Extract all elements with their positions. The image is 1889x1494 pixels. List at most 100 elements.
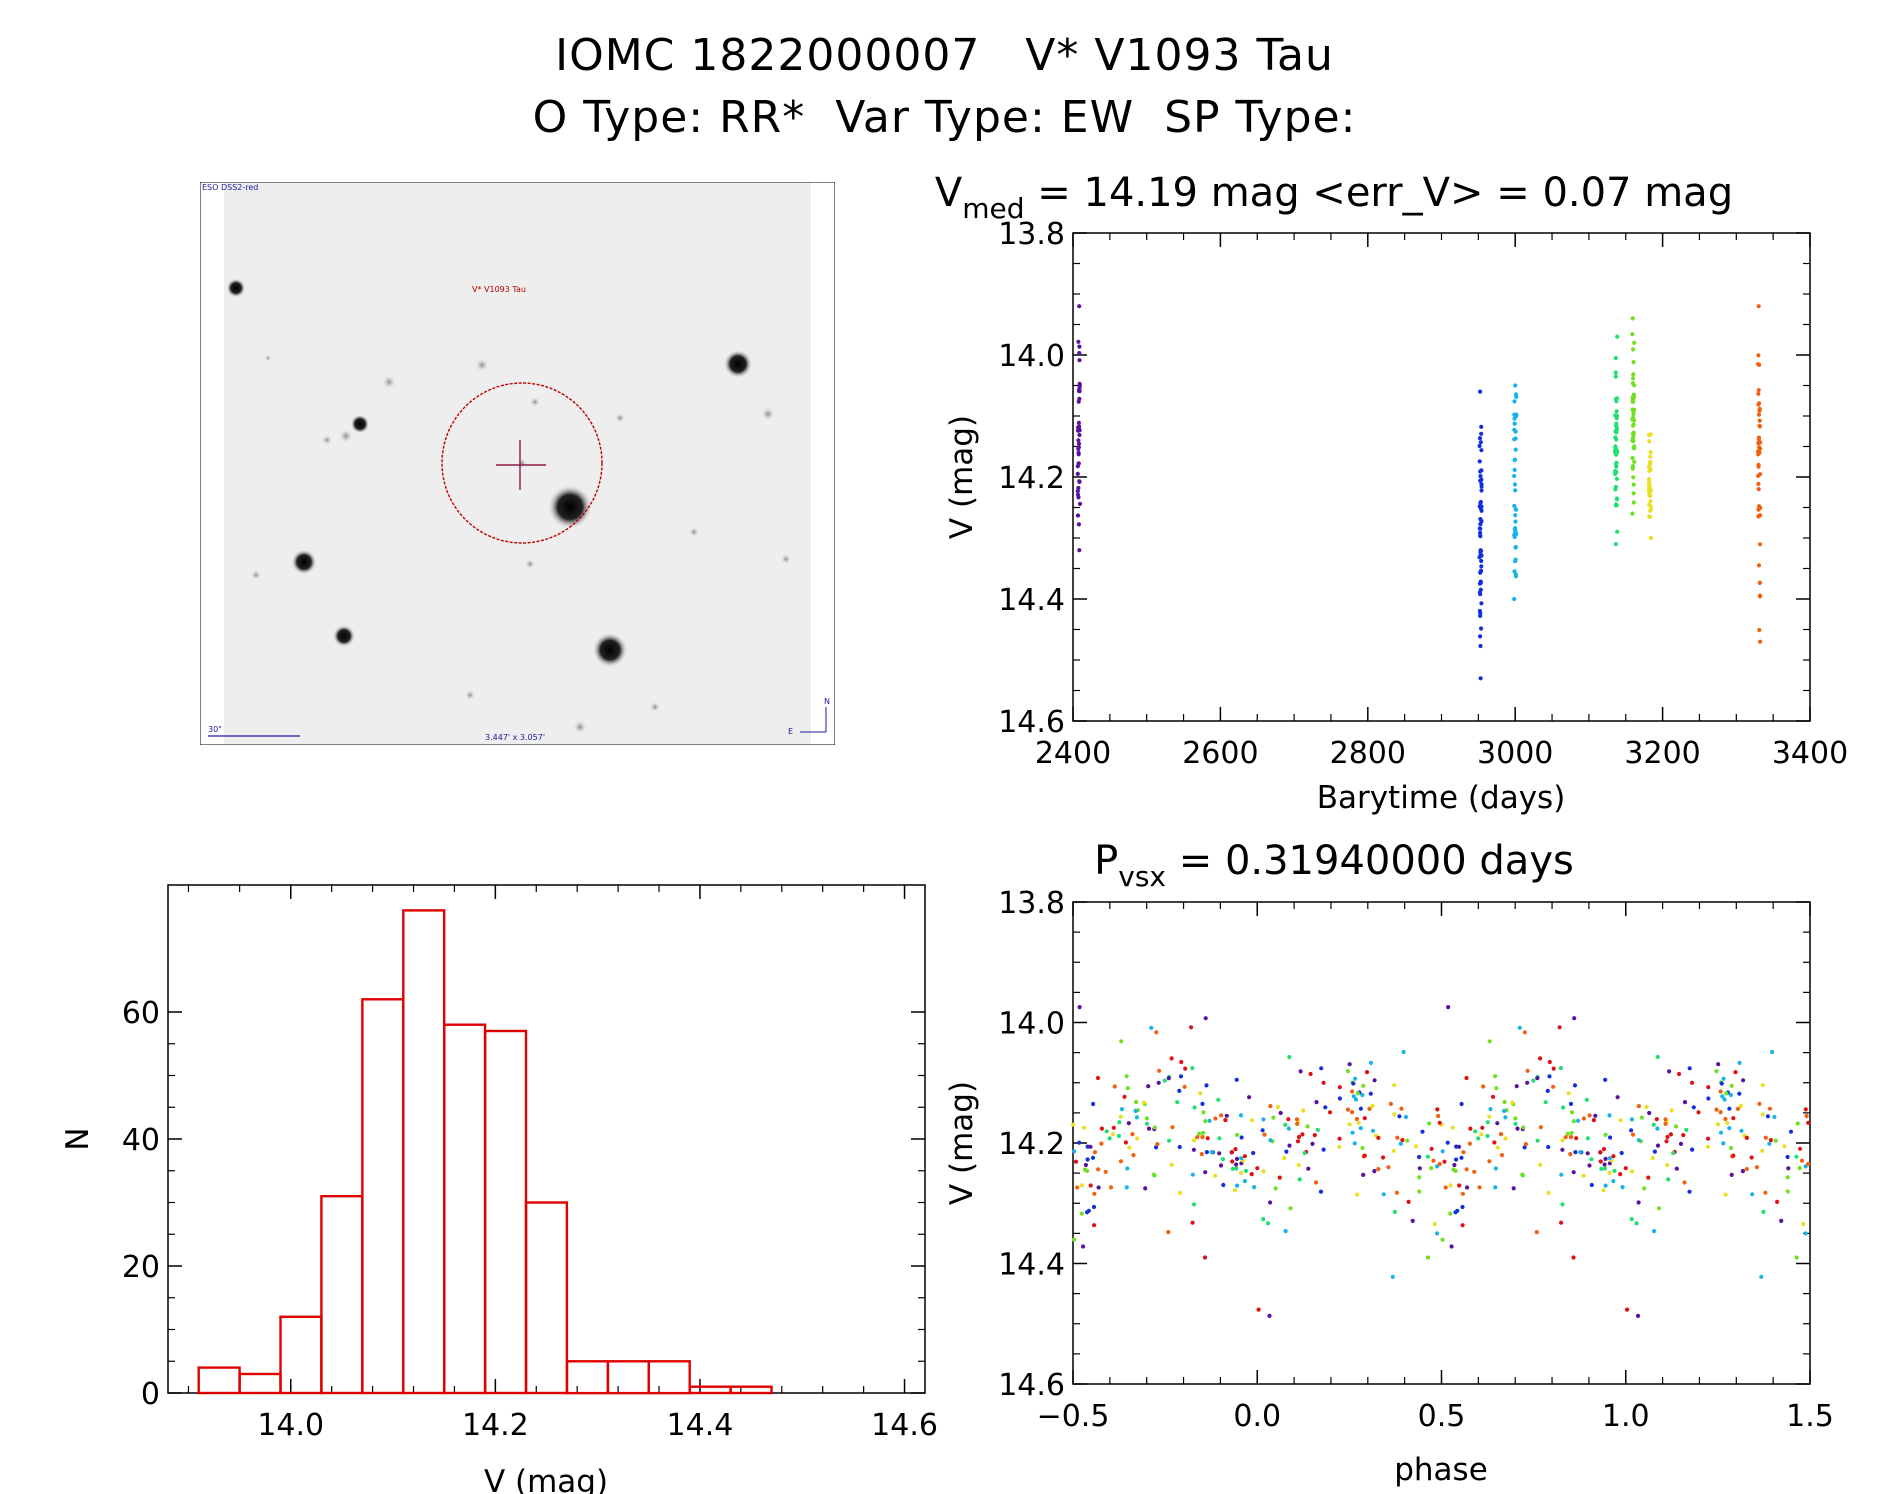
phased-curve-point (1255, 1166, 1260, 1171)
survey-label: ESO DSS2-red (202, 183, 258, 192)
y-tick-label: 14.4 (998, 1248, 1065, 1283)
light-curve-point (1613, 450, 1618, 455)
phased-curve-point (1559, 1172, 1564, 1177)
light-curve-point (1512, 527, 1517, 532)
phased-curve-point (1085, 1157, 1090, 1162)
phased-curve-point (1459, 1101, 1464, 1107)
x-tick-label: 3400 (1772, 736, 1848, 771)
sky-star (226, 278, 246, 298)
phased-curve-point (1560, 1202, 1565, 1207)
phased-curve-panel: Pvsx = 0.31940000 days −0.5 0.0 0.5 1.0 1.5 1… (944, 838, 1834, 1488)
phased-curve-point (1152, 1125, 1157, 1130)
phased-curve-point (1682, 1180, 1687, 1185)
phased-curve-point (1079, 1211, 1084, 1216)
light-curve-point (1630, 417, 1635, 422)
light-curve-point (1614, 502, 1619, 507)
phased-curve-point (1201, 1110, 1206, 1115)
light-curve-point (1614, 423, 1619, 428)
phased-curve-point (1684, 1127, 1689, 1132)
phased-curve-point (1647, 1110, 1652, 1116)
phased-curve-point (1268, 1138, 1273, 1143)
phased-curve-point (1803, 1231, 1808, 1236)
light-curve-point (1614, 497, 1620, 502)
light-curve-point (1757, 580, 1763, 585)
light-curve-title-subscript: med (962, 192, 1024, 225)
phased-curve-point (1166, 1230, 1171, 1235)
phased-curve-point (1406, 1199, 1411, 1204)
phased-curve-point (1750, 1192, 1755, 1197)
phased-curve-point (1705, 1144, 1710, 1149)
phased-curve-point (1625, 1307, 1630, 1312)
sky-star (264, 354, 272, 362)
phased-curve-point (1152, 1173, 1157, 1178)
light-curve-point (1630, 407, 1635, 412)
phased-curve-point (1560, 1138, 1565, 1143)
phased-curve-point (1191, 1202, 1197, 1207)
phased-curve-point (1772, 1114, 1777, 1120)
histogram-bar (238, 1372, 282, 1395)
phased-curve-point (1178, 1074, 1184, 1079)
phased-curve-point (1773, 1138, 1778, 1143)
light-curve-point (1630, 415, 1636, 420)
phased-curve-point (1490, 1094, 1496, 1099)
phased-curve-point (1543, 1100, 1548, 1105)
light-curve-point (1075, 492, 1081, 497)
light-curve-point (1631, 392, 1636, 397)
light-curve-point (1756, 464, 1761, 469)
light-curve-point (1479, 488, 1484, 493)
phased-curve-point (1598, 1159, 1603, 1164)
phased-curve-point (1535, 1138, 1540, 1143)
light-curve-point (1513, 488, 1518, 493)
light-curve-point (1631, 432, 1636, 437)
light-curve-point (1631, 500, 1636, 505)
phased-curve-point (1495, 1145, 1500, 1150)
phased-curve-point (1520, 1173, 1525, 1178)
phased-curve-ticks: −0.5 0.0 0.5 1.0 1.5 13.8 14.0 14.2 14.4 14.6 (998, 886, 1834, 1434)
phased-curve-point (1104, 1129, 1109, 1134)
light-curve-point (1513, 507, 1518, 512)
light-curve-point (1613, 370, 1618, 375)
phased-curve-point (1239, 1156, 1244, 1161)
light-curve-point (1631, 372, 1636, 377)
phased-curve-point (1261, 1169, 1266, 1174)
phased-curve-point (1310, 1141, 1315, 1146)
target-star (517, 458, 527, 468)
light-curve-point (1630, 431, 1635, 437)
light-curve-point (1648, 489, 1653, 494)
light-curve-point (1647, 439, 1652, 444)
phased-curve-point (1088, 1144, 1093, 1149)
phased-curve-point (1166, 1076, 1171, 1081)
phased-curve-point (1296, 1119, 1301, 1124)
phased-curve-point (1170, 1125, 1175, 1130)
light-curve-point (1757, 424, 1763, 429)
light-curve-point (1477, 590, 1482, 595)
light-curve-point (1646, 464, 1652, 469)
phased-curve-point (1435, 1164, 1440, 1169)
light-curve-point (1631, 438, 1636, 444)
phased-curve-point (1503, 1115, 1508, 1120)
light-curve-point (1513, 557, 1518, 562)
phased-curve-point (1091, 1101, 1096, 1107)
phased-curve-point (1770, 1049, 1775, 1055)
light-curve-point (1076, 425, 1081, 430)
phased-curve-point (1572, 1083, 1578, 1088)
light-curve-ticks: 2400 2600 2800 3000 3200 3400 13.8 14.0 14.2 14.4… (998, 217, 1848, 771)
light-curve-point (1477, 459, 1482, 464)
y-tick-label: 0 (141, 1377, 160, 1412)
light-curve-point (1513, 574, 1518, 579)
phased-curve-point (1090, 1155, 1096, 1160)
phased-curve-point (1607, 1170, 1612, 1175)
phased-curve-point (1666, 1177, 1671, 1182)
sky-star (474, 357, 490, 373)
phased-curve-point (1252, 1185, 1257, 1190)
histogram-bar (197, 1366, 241, 1395)
light-curve-point (1076, 426, 1081, 431)
light-curve-point (1648, 504, 1653, 509)
phased-curve-point (1205, 1136, 1210, 1141)
phased-curve-point (1655, 1054, 1660, 1060)
phased-curve-point (1162, 1078, 1167, 1083)
phased-curve-point (1651, 1122, 1656, 1127)
phased-curve-point (1630, 1132, 1636, 1137)
phased-curve-point (1260, 1128, 1265, 1133)
phased-curve-point (1118, 1114, 1123, 1119)
